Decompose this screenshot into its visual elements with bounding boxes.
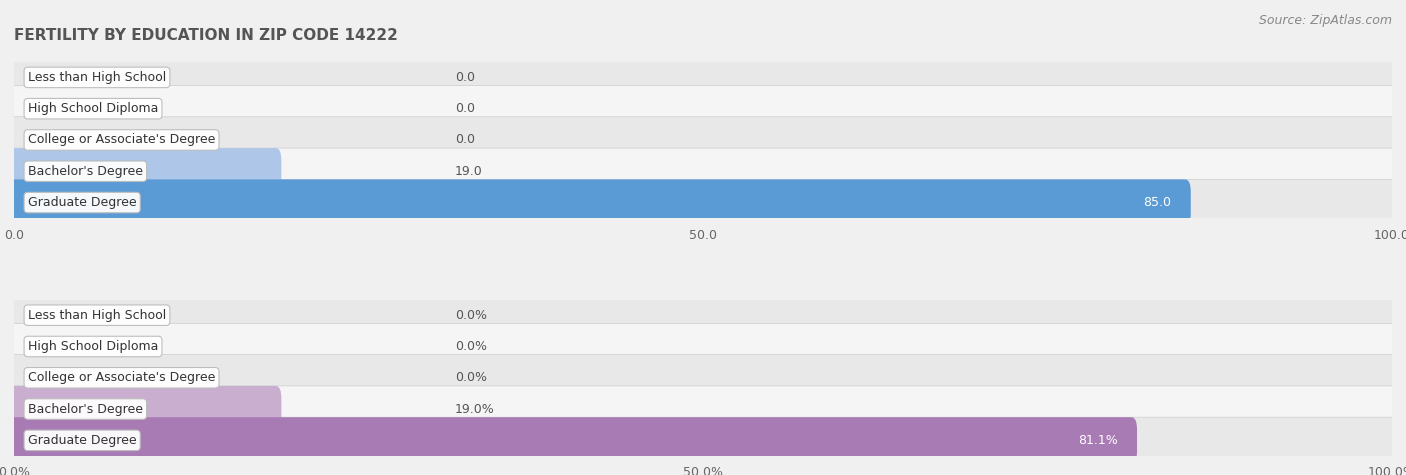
Text: 19.0%: 19.0% [456,403,495,416]
Text: 81.1%: 81.1% [1078,434,1118,447]
Text: Less than High School: Less than High School [28,71,166,84]
Text: Graduate Degree: Graduate Degree [28,434,136,447]
Text: FERTILITY BY EDUCATION IN ZIP CODE 14222: FERTILITY BY EDUCATION IN ZIP CODE 14222 [14,28,398,44]
FancyBboxPatch shape [8,386,1398,432]
Text: Less than High School: Less than High School [28,309,166,322]
Text: Bachelor's Degree: Bachelor's Degree [28,403,143,416]
Text: 19.0: 19.0 [456,165,482,178]
FancyBboxPatch shape [8,148,1398,194]
Text: 85.0: 85.0 [1143,196,1171,209]
Text: High School Diploma: High School Diploma [28,340,159,353]
FancyBboxPatch shape [8,417,1137,464]
Text: Graduate Degree: Graduate Degree [28,196,136,209]
Text: Bachelor's Degree: Bachelor's Degree [28,165,143,178]
FancyBboxPatch shape [8,292,1398,338]
Text: High School Diploma: High School Diploma [28,102,159,115]
Text: 0.0%: 0.0% [456,371,486,384]
Text: 0.0%: 0.0% [456,309,486,322]
Text: 0.0%: 0.0% [456,340,486,353]
FancyBboxPatch shape [8,86,1398,132]
Text: 0.0: 0.0 [456,133,475,146]
Text: College or Associate's Degree: College or Associate's Degree [28,371,215,384]
Text: 0.0: 0.0 [456,102,475,115]
Text: Source: ZipAtlas.com: Source: ZipAtlas.com [1258,14,1392,27]
FancyBboxPatch shape [8,54,1398,101]
FancyBboxPatch shape [8,355,1398,401]
FancyBboxPatch shape [8,180,1191,226]
FancyBboxPatch shape [8,180,1398,226]
FancyBboxPatch shape [8,323,1398,370]
FancyBboxPatch shape [8,417,1398,464]
FancyBboxPatch shape [8,148,281,194]
FancyBboxPatch shape [8,117,1398,163]
FancyBboxPatch shape [8,386,281,432]
Text: 0.0: 0.0 [456,71,475,84]
Text: College or Associate's Degree: College or Associate's Degree [28,133,215,146]
